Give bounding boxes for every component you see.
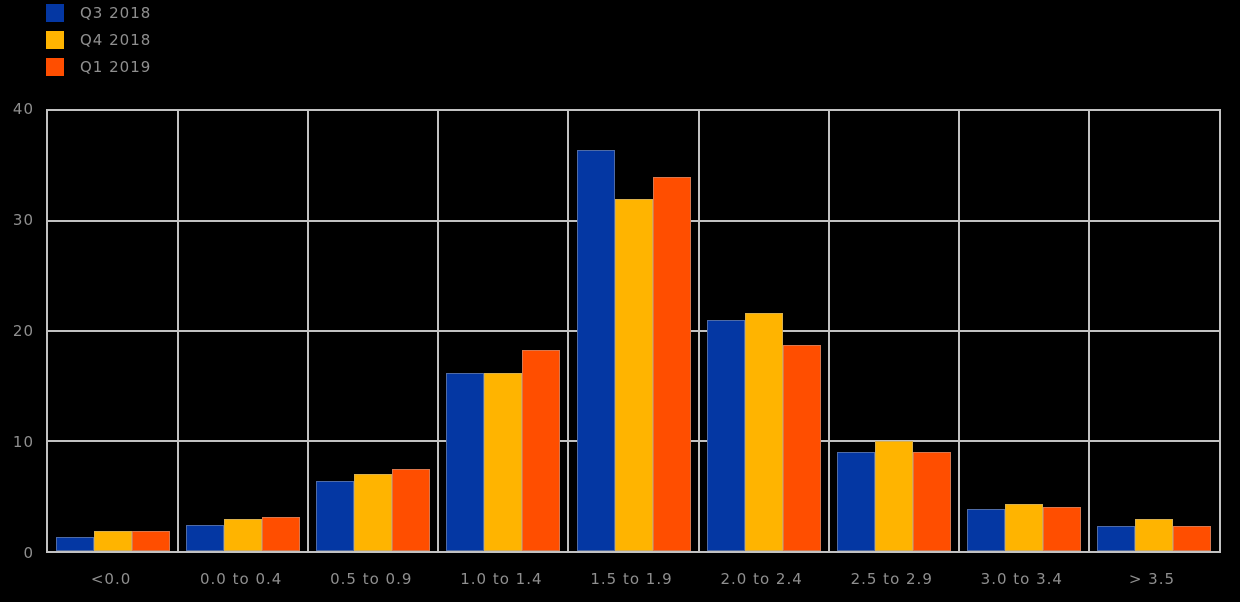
v-gridline-1 [177, 111, 180, 551]
bar-q4-2018-1-0-to-1-4[interactable] [484, 372, 523, 551]
bar-q3-2018-0-0[interactable] [56, 536, 95, 551]
y-tick-label-30: 30 [12, 211, 34, 229]
bar-q1-2019-0-0-to-0-4[interactable] [262, 516, 301, 551]
bar-q3-2018-0-5-to-0-9[interactable] [316, 480, 355, 551]
bar-q4-2018-0-0-to-0-4[interactable] [224, 519, 263, 551]
bar-q1-2019-2-5-to-2-9[interactable] [912, 452, 951, 551]
v-gridline-2 [307, 111, 310, 551]
x-tick-label-2-0-to-2-4: 2.0 to 2.4 [720, 570, 803, 588]
v-gridline-5 [697, 111, 700, 551]
x-tick-label-2-5-to-2-9: 2.5 to 2.9 [850, 570, 933, 588]
legend-swatch-q3-2018 [46, 4, 64, 22]
legend-label: Q1 2019 [80, 58, 152, 76]
bar-q3-2018-3-0-to-3-4[interactable] [966, 509, 1005, 551]
bar-q4-2018-2-5-to-2-9[interactable] [874, 441, 913, 551]
x-tick-label-1-0-to-1-4: 1.0 to 1.4 [460, 570, 543, 588]
plot-area [46, 109, 1221, 553]
legend-item-q3-2018[interactable]: Q3 2018 [46, 4, 151, 22]
bar-q1-2019-3-0-to-3-4[interactable] [1042, 507, 1081, 551]
bar-q1-2019-3-5[interactable] [1172, 525, 1211, 551]
bar-q1-2019-1-5-to-1-9[interactable] [652, 177, 691, 551]
y-tick-label-0: 0 [23, 544, 34, 562]
bar-q4-2018-3-0-to-3-4[interactable] [1004, 503, 1043, 551]
v-gridline-8 [1087, 111, 1090, 551]
x-tick-label-0-0: <0.0 [90, 570, 132, 588]
bar-q3-2018-1-0-to-1-4[interactable] [446, 372, 485, 551]
bar-q3-2018-2-0-to-2-4[interactable] [706, 320, 745, 551]
legend-label: Q4 2018 [80, 31, 152, 49]
bar-q4-2018-1-5-to-1-9[interactable] [614, 199, 653, 551]
bar-q1-2019-1-0-to-1-4[interactable] [522, 349, 561, 551]
x-tick-label-3-0-to-3-4: 3.0 to 3.4 [980, 570, 1063, 588]
y-tick-label-40: 40 [12, 100, 34, 118]
bar-q4-2018-0-5-to-0-9[interactable] [354, 474, 393, 551]
bar-q4-2018-2-0-to-2-4[interactable] [744, 313, 783, 551]
x-tick-label-0-5-to-0-9: 0.5 to 0.9 [330, 570, 413, 588]
legend-swatch-q1-2019 [46, 58, 64, 76]
bar-q3-2018-3-5[interactable] [1096, 525, 1135, 551]
bar-q4-2018-0-0[interactable] [94, 531, 133, 551]
x-tick-label-0-0-to-0-4: 0.0 to 0.4 [200, 570, 283, 588]
v-gridline-4 [567, 111, 570, 551]
bar-q1-2019-0-5-to-0-9[interactable] [392, 468, 431, 551]
bar-q1-2019-0-0[interactable] [132, 531, 171, 551]
v-gridline-6 [827, 111, 830, 551]
legend-item-q1-2019[interactable]: Q1 2019 [46, 58, 151, 76]
bar-q3-2018-1-5-to-1-9[interactable] [576, 149, 615, 551]
x-tick-label-3-5: > 3.5 [1128, 570, 1176, 588]
legend-label: Q3 2018 [80, 4, 152, 22]
bar-q3-2018-2-5-to-2-9[interactable] [836, 452, 875, 551]
bar-q4-2018-3-5[interactable] [1134, 519, 1173, 551]
legend-item-q4-2018[interactable]: Q4 2018 [46, 31, 151, 49]
v-gridline-3 [437, 111, 440, 551]
bar-q1-2019-2-0-to-2-4[interactable] [782, 345, 821, 551]
v-gridline-7 [957, 111, 960, 551]
x-tick-label-1-5-to-1-9: 1.5 to 1.9 [590, 570, 673, 588]
bar-q3-2018-0-0-to-0-4[interactable] [186, 524, 225, 551]
legend: Q3 2018 Q4 2018 Q1 2019 [46, 4, 151, 85]
legend-swatch-q4-2018 [46, 31, 64, 49]
y-tick-label-10: 10 [12, 433, 34, 451]
y-tick-label-20: 20 [12, 322, 34, 340]
